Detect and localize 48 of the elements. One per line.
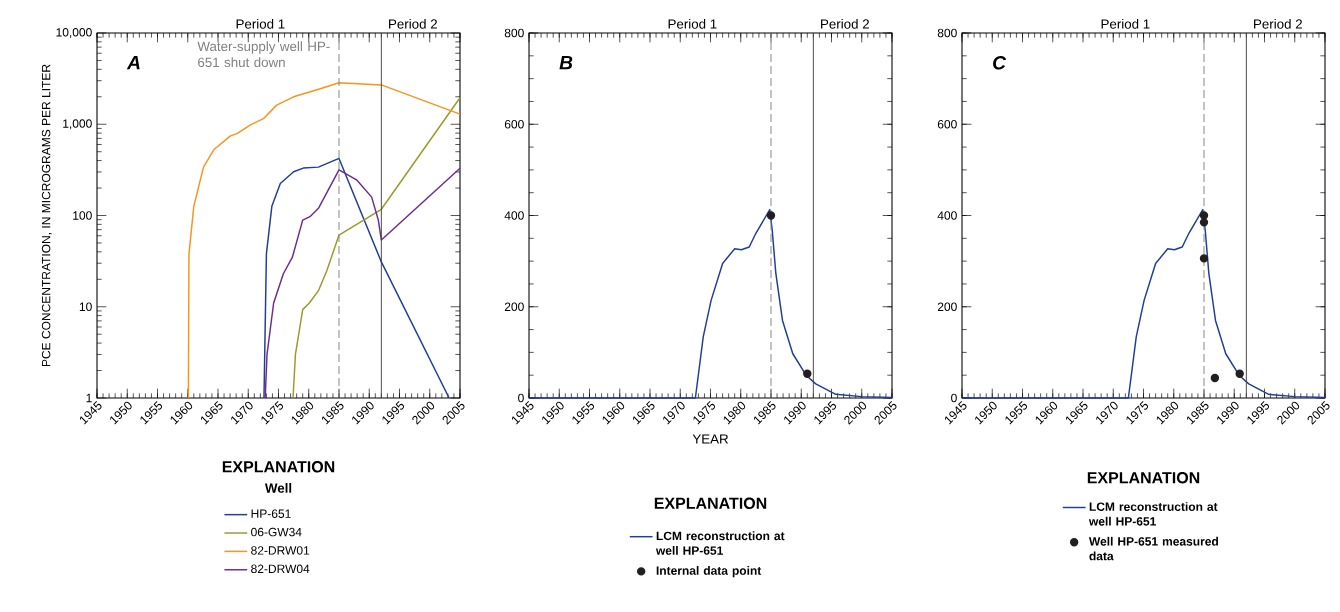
line-series	[528, 208, 893, 399]
x-axis-title: YEAR	[692, 434, 729, 444]
y-tick-label: 0	[951, 393, 957, 403]
text: Period 2	[389, 18, 437, 29]
y-tick-label: 800	[937, 28, 957, 38]
y-tick-label: 400	[504, 211, 524, 220]
y-tick-label: 600	[504, 120, 524, 129]
legend-label: HP-651	[251, 509, 291, 518]
annotation: B	[559, 55, 573, 70]
legend-title: EXPLANATION	[654, 497, 767, 509]
text: Period 1	[668, 18, 717, 29]
point	[1210, 373, 1220, 383]
y-tick-label: 10	[79, 302, 92, 312]
annotation: Water-supply well HP-651 shut down	[197, 41, 330, 68]
legend-label: Well HP-651 measured data	[1088, 536, 1218, 561]
y-tick-label: 600	[937, 120, 957, 129]
y-tick-label: 1,000	[63, 119, 92, 130]
legend-label: 82-DRW04	[251, 564, 310, 574]
legend-label: LCM reconstruction at well HP-651	[1088, 502, 1218, 526]
y-tick-label: 100	[73, 211, 92, 220]
y-tick-label: 800	[504, 28, 524, 38]
point	[1199, 211, 1209, 220]
legend-label: LCM reconstruction at well HP-651	[655, 531, 785, 555]
y-tick-label: 200	[504, 302, 524, 312]
legend-title: EXPLANATION	[1087, 472, 1200, 484]
point	[1199, 218, 1209, 227]
text: Period 1	[1101, 18, 1150, 29]
annotation: A	[126, 55, 140, 70]
text: Well	[264, 483, 292, 493]
point	[1235, 369, 1244, 379]
legend-label: Internal data point	[656, 566, 762, 578]
text: Period 2	[821, 18, 869, 29]
legend-title: EXPLANATION	[222, 461, 335, 473]
legend-label: 82-DRW01	[251, 546, 310, 555]
annotation: C	[993, 55, 1007, 70]
y-tick-label: 0	[518, 393, 524, 403]
y-tick-label: 1	[86, 393, 92, 403]
point	[1199, 254, 1209, 263]
line-series	[961, 208, 1326, 399]
y-tick-label: 400	[937, 211, 957, 220]
text: Period 1	[236, 18, 285, 29]
y-axis-title: PCE CONCENTRATION, IN MICROGRAMS PER LITER	[41, 64, 52, 367]
legend-label: 06-GW34	[251, 527, 302, 537]
line-series	[292, 97, 461, 399]
line-series	[187, 82, 461, 399]
text: Period 2	[1254, 18, 1302, 29]
y-tick-label: 10,000	[56, 28, 92, 38]
y-tick-label: 200	[937, 302, 957, 312]
